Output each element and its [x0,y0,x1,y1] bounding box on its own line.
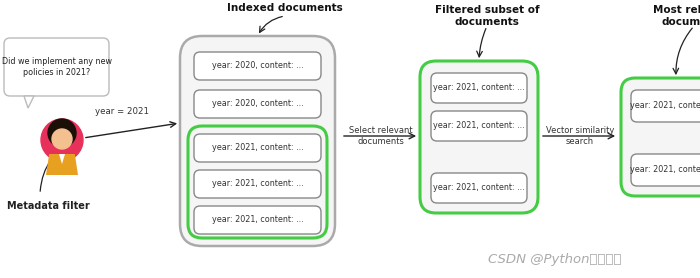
FancyBboxPatch shape [431,111,527,141]
Polygon shape [59,154,65,164]
FancyBboxPatch shape [194,90,321,118]
Text: year: 2021, content: ...: year: 2021, content: ... [433,121,525,130]
FancyBboxPatch shape [631,154,700,186]
FancyBboxPatch shape [194,206,321,234]
FancyBboxPatch shape [420,61,538,213]
FancyBboxPatch shape [194,52,321,80]
Circle shape [41,119,83,161]
Text: year: 2021, content: ...: year: 2021, content: ... [211,215,303,225]
FancyBboxPatch shape [431,73,527,103]
Text: year: 2021, content: ...: year: 2021, content: ... [630,101,700,110]
FancyBboxPatch shape [431,173,527,203]
Circle shape [52,129,72,149]
Text: CSDN @Python算法实战: CSDN @Python算法实战 [489,254,622,267]
Circle shape [48,119,76,147]
Text: Metadata filter: Metadata filter [6,201,90,211]
FancyBboxPatch shape [194,170,321,198]
Text: year: 2020, content: ...: year: 2020, content: ... [211,100,303,108]
Text: Vector similarity
search: Vector similarity search [546,126,614,146]
Text: year: 2021, content: ...: year: 2021, content: ... [211,180,303,188]
Text: Select relevant
documents: Select relevant documents [349,126,413,146]
Text: Indexed documents: Indexed documents [227,3,343,13]
Polygon shape [46,154,78,175]
FancyBboxPatch shape [194,134,321,162]
Text: year: 2021, content: ...: year: 2021, content: ... [433,83,525,93]
Text: year: 2020, content: ...: year: 2020, content: ... [211,61,303,71]
Text: Most relevant
documents: Most relevant documents [653,5,700,27]
Polygon shape [24,96,34,108]
FancyBboxPatch shape [4,38,109,96]
FancyBboxPatch shape [180,36,335,246]
Text: year: 2021, content: ...: year: 2021, content: ... [433,183,525,192]
FancyBboxPatch shape [621,78,700,196]
FancyBboxPatch shape [631,90,700,122]
Text: year: 2021, content: ...: year: 2021, content: ... [211,143,303,153]
Text: year: 2021, content: ...: year: 2021, content: ... [630,165,700,175]
Text: Did we implement any new
policies in 2021?: Did we implement any new policies in 202… [1,57,111,77]
Text: year = 2021: year = 2021 [95,107,149,116]
Text: Filtered subset of
documents: Filtered subset of documents [435,5,539,27]
